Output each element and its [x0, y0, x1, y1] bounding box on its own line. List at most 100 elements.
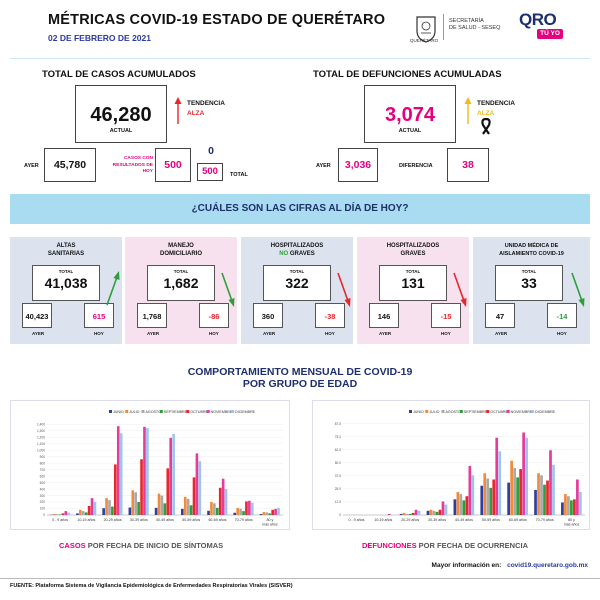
defunciones-ayer-label: AYER: [316, 163, 331, 169]
y-tick-label: 200: [40, 500, 46, 504]
y-tick-label: 1,300: [37, 429, 45, 433]
card-total-value: 41,038: [44, 275, 88, 291]
casos-ayer-label: AYER: [24, 163, 39, 169]
x-tick-label: 10-19 años: [77, 518, 95, 522]
legend-swatch: [531, 410, 535, 413]
bar: [265, 512, 269, 515]
bar: [81, 511, 85, 515]
bar: [64, 511, 68, 515]
bar: [435, 511, 439, 515]
defunciones-tendencia-value: ALZA: [477, 110, 495, 117]
y-tick-label: 0: [43, 513, 45, 517]
legend-swatch: [206, 410, 210, 413]
card-total-box: TOTAL 131: [379, 265, 447, 301]
page-title: MÉTRICAS COVID-19 ESTADO DE QUERÉTARO: [48, 12, 386, 28]
bar: [537, 473, 540, 515]
x-tick-label: 0 - 9 años: [52, 518, 68, 522]
bar: [61, 513, 65, 515]
defunciones-bar-chart: JUNIO JULIO AGOSTO SEPTIEMBRE OCTUBRE NOVIEMB…: [335, 410, 585, 527]
bar: [549, 450, 552, 515]
card-ayer-value: 47: [485, 303, 515, 328]
defunciones-ayer-value: 3,036: [344, 159, 372, 171]
bar: [163, 503, 167, 515]
x-tick-label: 80 y: [568, 518, 575, 522]
card-hoy-value: -15: [431, 303, 461, 328]
casos-hoy-box: 500: [155, 148, 191, 182]
y-tick-label: 700: [40, 468, 46, 472]
bar: [166, 468, 170, 515]
qro-brand-logo: QRO: [519, 10, 557, 29]
casos-anteriores-value: 0: [208, 145, 214, 157]
bar: [552, 464, 555, 515]
bar: [236, 507, 239, 515]
qro-badge: TÚ YO: [537, 29, 563, 39]
legend-label: OCTUBRE: [190, 410, 208, 414]
y-tick-label: 1,100: [37, 442, 45, 446]
legend-swatch: [506, 410, 510, 413]
bar: [465, 496, 469, 515]
bar: [210, 502, 213, 515]
card-total-value: 131: [401, 275, 425, 291]
bar: [402, 512, 406, 515]
card-hoy-label: HOY: [325, 331, 335, 336]
bar: [561, 502, 564, 515]
defunciones-diferencia-value: 38: [462, 159, 474, 171]
no-graves-highlight: NO: [279, 250, 289, 257]
card-title: ALTAS SANITARIAS: [47, 243, 85, 257]
card-hoy-value: 615: [84, 303, 114, 328]
bar: [79, 509, 82, 515]
casos-actual-box: 46,280 ACTUAL: [75, 85, 167, 143]
bar: [58, 514, 62, 515]
card-hoy-value: -14: [547, 303, 577, 328]
x-tick-label: 10-19 años: [374, 518, 392, 522]
bar: [134, 492, 138, 515]
legend-label: JULIO: [129, 410, 139, 414]
card-ayer-value: 1,768: [137, 303, 167, 328]
card-altas-sanitarias: ALTAS SANITARIAS TOTAL 41,038 40,423 615…: [10, 237, 122, 344]
defunciones-actual-box: 3,074 ACTUAL: [364, 85, 456, 143]
legend-swatch: [186, 410, 190, 413]
bar: [462, 500, 466, 515]
legend-swatch: [486, 410, 490, 413]
bar: [483, 473, 487, 515]
legend-swatch: [231, 410, 235, 413]
bar: [468, 465, 472, 515]
bar: [411, 512, 415, 515]
card-ayer-value: 146: [369, 303, 399, 328]
bar: [543, 484, 546, 515]
bar: [387, 513, 391, 515]
card-total-box: TOTAL 41,038: [32, 265, 100, 301]
legend-label: AGOSTO: [446, 410, 462, 414]
y-tick-label: 1,000: [37, 448, 45, 452]
bar: [215, 507, 219, 515]
casos-hoy-value: 500: [164, 159, 182, 171]
bar: [195, 453, 199, 515]
bar: [137, 502, 140, 515]
x-tick-label: 60-69 años: [208, 518, 226, 522]
bar: [522, 432, 525, 515]
casos-bar-chart: JUNIO JULIO AGOSTO SEPTIEMBRE OCTUBRE NOVIEMB…: [37, 410, 283, 527]
bar: [271, 509, 274, 515]
casos-hoy-label: CASOS CON RESULTADOS DE HOY: [112, 156, 153, 174]
bar: [426, 510, 430, 515]
bar: [262, 512, 266, 515]
x-tick-label: 0 - 9 años: [348, 518, 364, 522]
card-title: HOSPITALIZADOS GRAVES: [386, 243, 440, 257]
bar: [128, 507, 132, 515]
y-tick-label: 500: [40, 481, 46, 485]
legend-swatch: [109, 410, 112, 413]
casos-total-box: 500: [197, 163, 223, 181]
arrow-up-icon: [106, 271, 120, 306]
card-total-value: 33: [521, 275, 537, 291]
bar: [102, 508, 105, 515]
legend-label: SEPTIEMBRE: [464, 410, 488, 414]
card-total-box: TOTAL 33: [495, 265, 563, 301]
card-ayer-label: AYER: [379, 331, 392, 336]
defunciones-diferencia-label: DIFERENCIA: [399, 163, 433, 169]
website-link[interactable]: covid19.queretaro.gob.mx: [507, 562, 588, 569]
footer-divider: [0, 578, 600, 579]
card-ayer-label: AYER: [147, 331, 160, 336]
legend-label: JULIO: [429, 410, 439, 414]
y-tick-label: 87.5: [335, 422, 341, 426]
bar: [233, 512, 237, 515]
